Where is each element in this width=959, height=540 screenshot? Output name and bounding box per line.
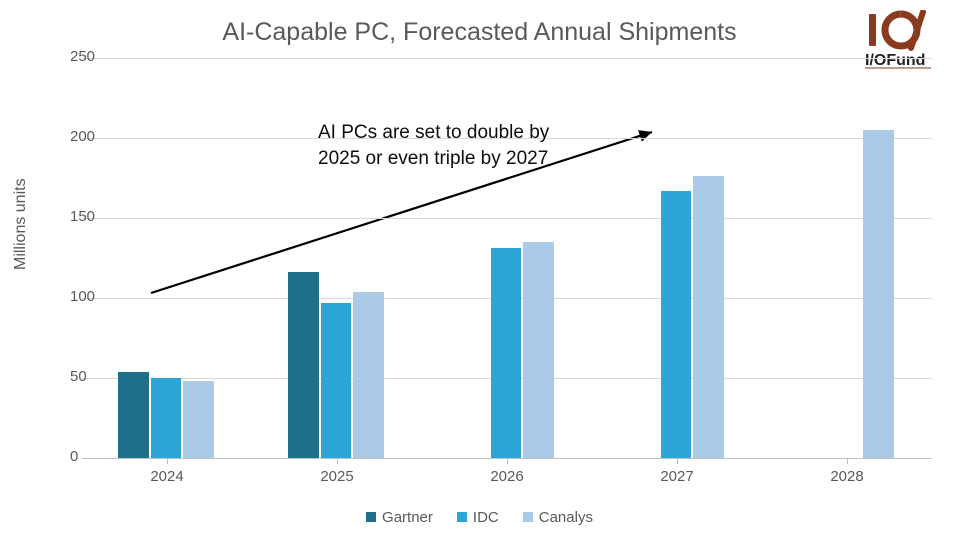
legend-label: IDC <box>473 509 499 526</box>
legend-item-gartner: Gartner <box>366 509 433 526</box>
bar-gartner-2025 <box>288 272 319 458</box>
gridline <box>82 218 932 219</box>
x-tick-label: 2028 <box>830 468 863 485</box>
gridline <box>82 58 932 59</box>
x-tick-label: 2025 <box>320 468 353 485</box>
bar-idc-2026 <box>491 248 522 458</box>
bar-canalys-2027 <box>693 176 724 458</box>
bar-idc-2024 <box>151 378 182 458</box>
bar-idc-2025 <box>321 303 352 458</box>
legend-label: Gartner <box>382 509 433 526</box>
x-tick-label: 2026 <box>490 468 523 485</box>
bar-canalys-2025 <box>353 292 384 458</box>
chart-title: AI-Capable PC, Forecasted Annual Shipmen… <box>0 18 959 47</box>
legend-item-canalys: Canalys <box>523 509 593 526</box>
x-tick-mark <box>677 458 678 464</box>
legend-item-idc: IDC <box>457 509 499 526</box>
bar-gartner-2024 <box>118 372 149 458</box>
bar-idc-2027 <box>661 191 692 458</box>
x-tick-mark <box>847 458 848 464</box>
y-axis-label: Millions units <box>12 178 30 270</box>
bar-canalys-2026 <box>523 242 554 458</box>
legend-label: Canalys <box>539 509 593 526</box>
x-tick-label: 2024 <box>150 468 183 485</box>
x-tick-mark <box>507 458 508 464</box>
legend-swatch <box>523 512 533 522</box>
x-tick-mark <box>337 458 338 464</box>
chart-container: AI-Capable PC, Forecasted Annual Shipmen… <box>0 0 959 540</box>
legend-swatch <box>366 512 376 522</box>
bar-canalys-2028 <box>863 130 894 458</box>
legend: Gartner IDC Canalys <box>0 509 959 526</box>
legend-swatch <box>457 512 467 522</box>
bar-canalys-2024 <box>183 381 214 458</box>
plot-area: AI PCs are set to double by 2025 or even… <box>82 58 932 458</box>
x-tick-label: 2027 <box>660 468 693 485</box>
x-tick-mark <box>167 458 168 464</box>
annotation-text: AI PCs are set to double by 2025 or even… <box>318 120 549 171</box>
